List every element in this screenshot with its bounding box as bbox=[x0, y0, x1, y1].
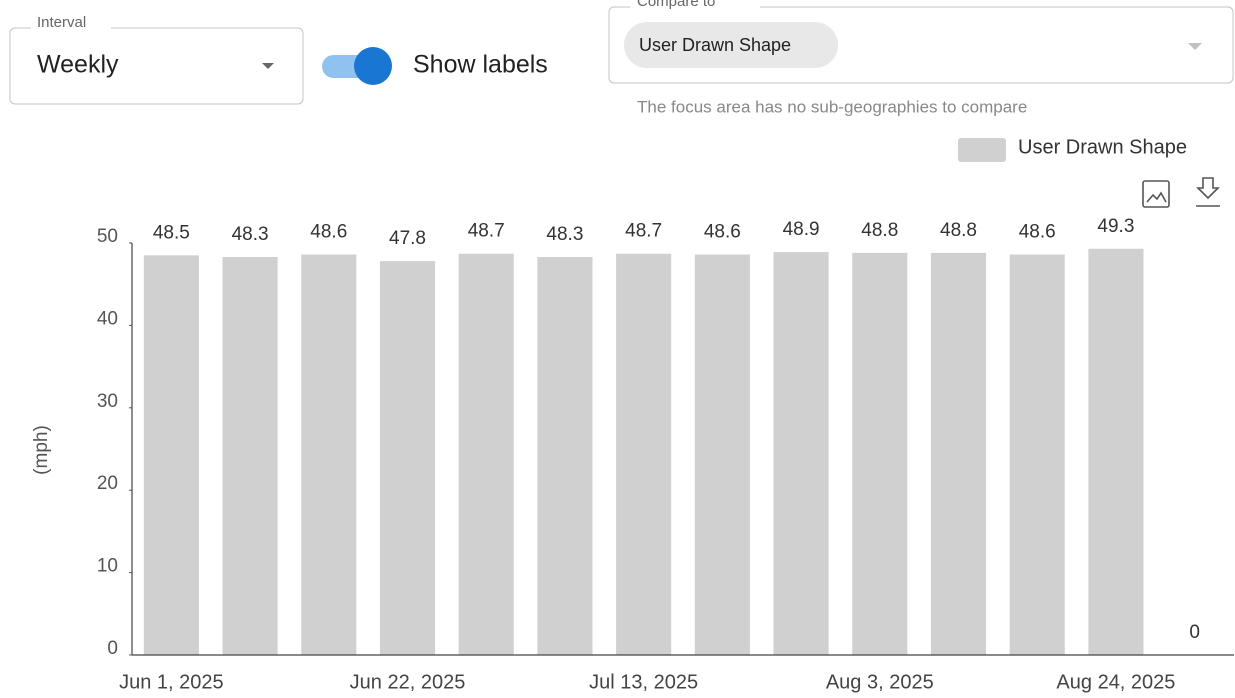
data-label: 48.6 bbox=[704, 222, 741, 243]
bar bbox=[930, 252, 987, 655]
bar bbox=[537, 257, 593, 655]
toggle-label: Show labels bbox=[413, 51, 548, 79]
interval-label: Interval bbox=[37, 14, 86, 31]
x-tick-label: Aug 3, 2025 bbox=[826, 671, 934, 693]
y-tick-label: 0 bbox=[107, 638, 118, 659]
data-label: 48.8 bbox=[861, 220, 898, 241]
bar bbox=[1009, 254, 1065, 655]
bar bbox=[458, 253, 514, 655]
chart: User Drawn Shape (mph) 0 10 20 30 40 50 Jun 1, 2… bbox=[31, 136, 1234, 693]
x-tick-label: Jul 13, 2025 bbox=[589, 671, 698, 693]
interval-value: Weekly bbox=[37, 51, 119, 79]
bar bbox=[1088, 248, 1144, 655]
data-label: 48.5 bbox=[153, 222, 190, 243]
toggle-knob bbox=[354, 47, 392, 85]
interval-select[interactable] bbox=[9, 27, 304, 105]
bar bbox=[773, 252, 829, 655]
toggle[interactable] bbox=[322, 47, 392, 85]
hint: The focus area has no sub-geographies to… bbox=[637, 97, 1027, 116]
data-label: 48.7 bbox=[625, 221, 662, 242]
data-label: 48.3 bbox=[546, 224, 583, 245]
notch bbox=[31, 18, 111, 32]
download-icon[interactable] bbox=[1196, 177, 1220, 207]
data-label: 47.8 bbox=[389, 228, 426, 249]
image-icon[interactable] bbox=[1142, 180, 1170, 208]
bar bbox=[379, 261, 436, 655]
bar bbox=[694, 254, 750, 655]
y-axis-label: (mph) bbox=[31, 425, 52, 475]
y-tick-label: 20 bbox=[97, 473, 118, 494]
chip-label: User Drawn Shape bbox=[639, 35, 791, 55]
compare-label: Compare to bbox=[637, 0, 715, 10]
y-tick-label: 40 bbox=[97, 308, 118, 329]
notch bbox=[630, 0, 760, 12]
data-label: 48.3 bbox=[232, 224, 269, 245]
bar bbox=[301, 254, 357, 655]
bar bbox=[143, 255, 199, 656]
bar bbox=[852, 252, 908, 655]
y-tick-label: 50 bbox=[97, 226, 118, 247]
data-label: 48.7 bbox=[468, 221, 505, 242]
data-label: 48.9 bbox=[783, 219, 820, 240]
legend-label: User Drawn Shape bbox=[1018, 136, 1187, 158]
chip[interactable] bbox=[624, 22, 838, 68]
y-tick-label: 10 bbox=[97, 556, 118, 577]
data-label: 0 bbox=[1189, 622, 1200, 643]
bar bbox=[222, 257, 278, 655]
x-tick-label: Jun 1, 2025 bbox=[119, 671, 224, 693]
bar bbox=[616, 253, 672, 655]
data-label: 48.6 bbox=[1019, 222, 1056, 243]
dropdown-arrow bbox=[262, 63, 274, 69]
y-tick-label: 30 bbox=[97, 391, 118, 412]
data-label: 48.8 bbox=[940, 220, 977, 241]
dropdown-arrow bbox=[1188, 43, 1202, 50]
x-tick-label: Jun 22, 2025 bbox=[350, 671, 466, 693]
legend-swatch bbox=[958, 138, 1006, 162]
data-label: 48.6 bbox=[310, 222, 347, 243]
x-tick-label: Aug 24, 2025 bbox=[1056, 671, 1175, 693]
data-label: 49.3 bbox=[1097, 216, 1134, 237]
